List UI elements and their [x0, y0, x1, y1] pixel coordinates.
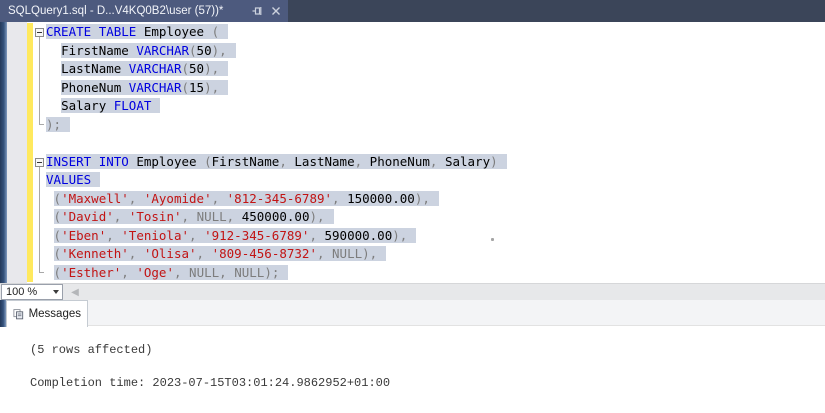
code-line: CREATE TABLE Employee ( — [46, 23, 507, 42]
close-icon[interactable] — [270, 5, 282, 17]
pin-icon[interactable] — [251, 5, 263, 17]
rows-affected-text: (5 rows affected) — [30, 343, 153, 357]
tab-messages[interactable]: Messages — [6, 300, 88, 327]
code-lines: CREATE TABLE Employee ( FirstName VARCHA… — [46, 23, 507, 282]
code-line: FirstName VARCHAR(50), — [46, 42, 507, 61]
code-line: ('Maxwell', 'Ayomide', '812-345-6789', 1… — [46, 190, 507, 209]
code-line — [46, 134, 507, 153]
document-tab-title: SQLQuery1.sql - D...V4KQ0B2\user (57))* — [8, 5, 224, 17]
zoom-dropdown[interactable]: 100 % — [1, 284, 63, 300]
messages-output: (5 rows affected) Completion time: 2023-… — [0, 327, 825, 413]
results-tab-strip: Messages — [0, 300, 825, 327]
chevron-down-icon — [49, 285, 62, 299]
scroll-left-button[interactable]: ◀ — [71, 287, 79, 298]
indicator-margin — [7, 22, 27, 283]
code-line: LastName VARCHAR(50), — [46, 60, 507, 79]
collapse-minus-icon[interactable] — [35, 28, 44, 37]
editor-bottom-bar: 100 % ◀ — [0, 283, 825, 300]
collapse-minus-icon[interactable] — [35, 158, 44, 167]
fold-region-line — [39, 167, 44, 273]
code-line: PhoneNum VARCHAR(15), — [46, 79, 507, 98]
messages-tab-label: Messages — [28, 308, 81, 320]
fold-region-line — [39, 37, 44, 125]
code-line: ('David', 'Tosin', NULL, 450000.00), — [46, 208, 507, 227]
code-line: ('Kenneth', 'Olisa', '809-456-8732', NUL… — [46, 245, 507, 264]
messages-icon — [13, 309, 24, 320]
code-line: INSERT INTO Employee (FirstName, LastNam… — [46, 153, 507, 172]
cursor-artifact-dot — [491, 238, 494, 241]
code-line: ); — [46, 116, 507, 135]
document-tab-bar: SQLQuery1.sql - D...V4KQ0B2\user (57))* — [0, 0, 825, 22]
code-line: Salary FLOAT — [46, 97, 507, 116]
completion-time-text: Completion time: 2023-07-15T03:01:24.986… — [30, 376, 391, 390]
document-tab[interactable]: SQLQuery1.sql - D...V4KQ0B2\user (57))* — [0, 0, 288, 22]
code-editor[interactable]: CREATE TABLE Employee ( FirstName VARCHA… — [0, 22, 825, 283]
editor-left-edge — [0, 22, 7, 283]
track-changes-bar — [27, 23, 33, 282]
code-line: VALUES — [46, 171, 507, 190]
zoom-level-value: 100 % — [6, 286, 38, 298]
code-line: ('Eben', 'Teniola', '912-345-6789', 5900… — [46, 227, 507, 246]
code-line: ('Esther', 'Oge', NULL, NULL); — [46, 264, 507, 283]
